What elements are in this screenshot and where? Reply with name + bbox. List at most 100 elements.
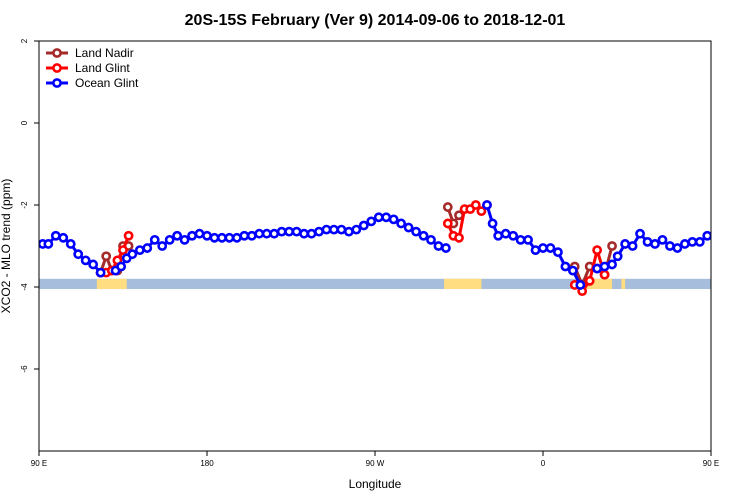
- ocean-glint-point-2: [43, 239, 54, 249]
- legend-marker-land-glint: [52, 63, 62, 73]
- land-band-3: [584, 278, 613, 290]
- ocean-glint-point-36: [299, 228, 309, 239]
- ocean-glint-point-63: [530, 245, 541, 255]
- ocean-glint-point-49: [396, 218, 407, 229]
- ocean-glint-point-81: [672, 243, 683, 253]
- ocean-glint-point-4: [58, 232, 69, 243]
- legend-label-land-nadir: Land Nadir: [75, 46, 134, 60]
- land-band-1: [96, 278, 127, 290]
- ocean-glint-point-84: [694, 236, 705, 247]
- ocean-glint-point-31: [261, 228, 272, 239]
- ocean-glint-point-85: [702, 230, 711, 241]
- ocean-glint-point-88: [726, 249, 733, 256]
- ocean-glint-point-15: [142, 243, 153, 253]
- x-tick-label-360: 0: [541, 459, 546, 468]
- ocean-glint-point-3: [50, 230, 61, 241]
- ocean-glint-point-33: [276, 226, 287, 237]
- land-glint-point-17: [584, 275, 595, 286]
- ocean-glint-point-20: [179, 234, 190, 245]
- ocean-glint-point-70: [592, 263, 603, 274]
- ocean-glint-point-35: [291, 226, 302, 237]
- ocean-glint-point-87: [719, 238, 726, 245]
- y-tick-label-0: 0: [20, 120, 29, 125]
- x-tick-label-270: 90 W: [366, 459, 385, 468]
- ocean-glint-point-9: [95, 267, 106, 278]
- ocean-glint-point-57: [487, 218, 498, 229]
- ocean-glint-point-17: [157, 241, 168, 251]
- x-axis: 90 E 180 90 W 0 90 E: [31, 451, 719, 468]
- ocean-glint-point-83: [687, 236, 698, 247]
- ocean-glint-point-69: [575, 280, 586, 290]
- ocean-glint-point-51: [411, 226, 421, 237]
- ocean-glint-point-25: [217, 232, 227, 243]
- ocean-glint-point-32: [269, 228, 280, 239]
- ocean-glint-point-23: [202, 230, 212, 241]
- ocean-glint-point-76: [635, 228, 645, 239]
- ocean-glint-point-77: [642, 236, 653, 247]
- ocean-glint-point-24: [209, 232, 220, 243]
- legend-marker-ocean-glint: [52, 78, 62, 88]
- legend-label-land-glint: Land Glint: [75, 61, 130, 75]
- x-tick-label-180: 180: [200, 459, 214, 468]
- ocean-glint-point-74: [620, 239, 631, 249]
- x-tick-label-90: 90 E: [31, 459, 47, 468]
- y-axis: 2 0 -2 -4 -6: [20, 38, 39, 373]
- ocean-glint-point-89: [734, 257, 741, 264]
- ocean-glint-point-59: [500, 228, 511, 239]
- ocean-glint-point-39: [321, 224, 332, 235]
- ocean-glint-point-30: [254, 228, 265, 239]
- land-glint-point-18: [592, 245, 603, 255]
- ocean-glint-point-72: [607, 259, 617, 270]
- x-axis-label: Longitude: [349, 477, 402, 491]
- land-glint-point-6: [123, 230, 134, 241]
- y-axis-label: XCO2 - MLO trend (ppm): [0, 179, 13, 314]
- land-band-4: [621, 278, 626, 290]
- ocean-glint-point-67: [560, 261, 571, 272]
- ocean-glint-point-18: [164, 234, 175, 245]
- ocean-glint-point-42: [343, 226, 354, 237]
- ocean-glint-point-8: [88, 259, 99, 270]
- ocean-glint-point-55: [441, 243, 451, 253]
- ocean-glint-point-80: [665, 241, 675, 251]
- ocean-band: [39, 278, 711, 290]
- land-glint-point-12: [470, 200, 481, 210]
- ocean-glint-point-44: [358, 220, 369, 231]
- chart-title: 20S-15S February (Ver 9) 2014-09-06 to 2…: [185, 12, 566, 29]
- land-band-2: [444, 278, 482, 290]
- y-tick-label-4: -4: [20, 283, 29, 291]
- ocean-glint-line-3: [485, 204, 582, 286]
- y-tick-label-2: 2: [20, 38, 29, 43]
- ocean-glint-point-27: [231, 232, 242, 243]
- land-nadir-point-15: [607, 241, 617, 251]
- x-tick-label-450: 90 E: [703, 459, 719, 468]
- ocean-glint-point-46: [373, 212, 384, 223]
- ocean-glint-point-29: [246, 230, 257, 241]
- y-tick-label-2: -2: [20, 201, 29, 209]
- ocean-glint-point-79: [657, 234, 668, 245]
- series-layer: [39, 200, 741, 296]
- land-glint-point-7: [442, 218, 453, 229]
- ocean-glint-point-28: [239, 230, 250, 241]
- legend-marker-land-nadir: [52, 48, 62, 58]
- land-glint-point-13: [476, 206, 487, 217]
- ocean-glint-point-40: [329, 224, 339, 235]
- ocean-glint-point-75: [627, 241, 638, 251]
- ocean-glint-point-19: [172, 230, 183, 241]
- ocean-glint-point-22: [194, 228, 205, 239]
- ocean-glint-point-78: [650, 239, 660, 249]
- ocean-glint-point-38: [314, 226, 324, 237]
- legend-label-ocean-glint: Ocean Glint: [75, 76, 139, 90]
- ocean-glint-point-71: [599, 261, 610, 272]
- ocean-glint-point-43: [351, 224, 362, 235]
- ocean-glint-point-61: [515, 234, 526, 245]
- land-glint-point-9: [454, 232, 464, 243]
- land-nadir-point-2: [101, 251, 112, 262]
- ocean-glint-point-66: [553, 247, 563, 258]
- surface-band: [39, 278, 711, 290]
- y-tick-label-6: -6: [20, 365, 29, 373]
- ocean-glint-point-52: [418, 230, 429, 241]
- ocean-glint-point-45: [366, 216, 377, 227]
- ocean-glint-point-53: [426, 234, 436, 245]
